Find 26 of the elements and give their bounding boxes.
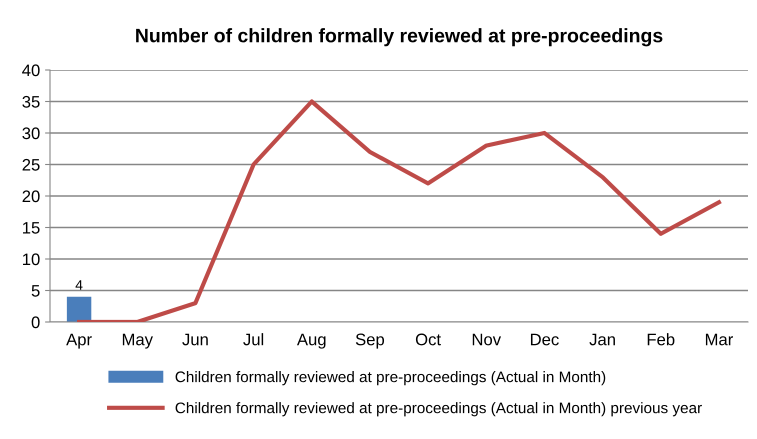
line-series	[77, 99, 721, 322]
y-tick-label: 30	[22, 127, 40, 140]
x-tick-label: Feb	[648, 333, 674, 346]
x-tick-label: Sep	[356, 334, 384, 349]
y-tick-label: 20	[22, 190, 40, 202]
x-tick-label: May	[122, 334, 153, 349]
data-label: 4	[76, 280, 83, 290]
x-tick-label: Dec	[530, 334, 559, 346]
y-tick-label: 25	[22, 158, 40, 171]
x-tick-label: Jul	[243, 333, 264, 346]
x-tick-label: Nov	[472, 334, 502, 346]
y-tick-label: 15	[23, 222, 40, 234]
x-tick-label: Oct	[416, 334, 441, 346]
y-tick-label: 10	[23, 253, 40, 266]
y-tick-label: 40	[22, 64, 40, 76]
x-tick-label: Jun	[182, 334, 208, 346]
x-tick-label: Aug	[296, 334, 326, 349]
x-tick-label: Apr	[66, 334, 92, 349]
y-tick-label: 0	[32, 316, 40, 328]
chart-title: Number of children formally reviewed at pre-proceedings	[136, 28, 662, 46]
y-tick-label: 5	[32, 285, 40, 297]
y-tick-label: 35	[22, 96, 40, 108]
x-tick-label: Mar	[706, 334, 733, 346]
x-tick-label: Jan	[589, 334, 615, 346]
legend-label: Children formally reviewed at pre-proceedings (Actual in Month)	[176, 371, 606, 386]
legend-label: Children formally reviewed at pre-proceedings (Actual in Month) previous year	[176, 402, 702, 416]
